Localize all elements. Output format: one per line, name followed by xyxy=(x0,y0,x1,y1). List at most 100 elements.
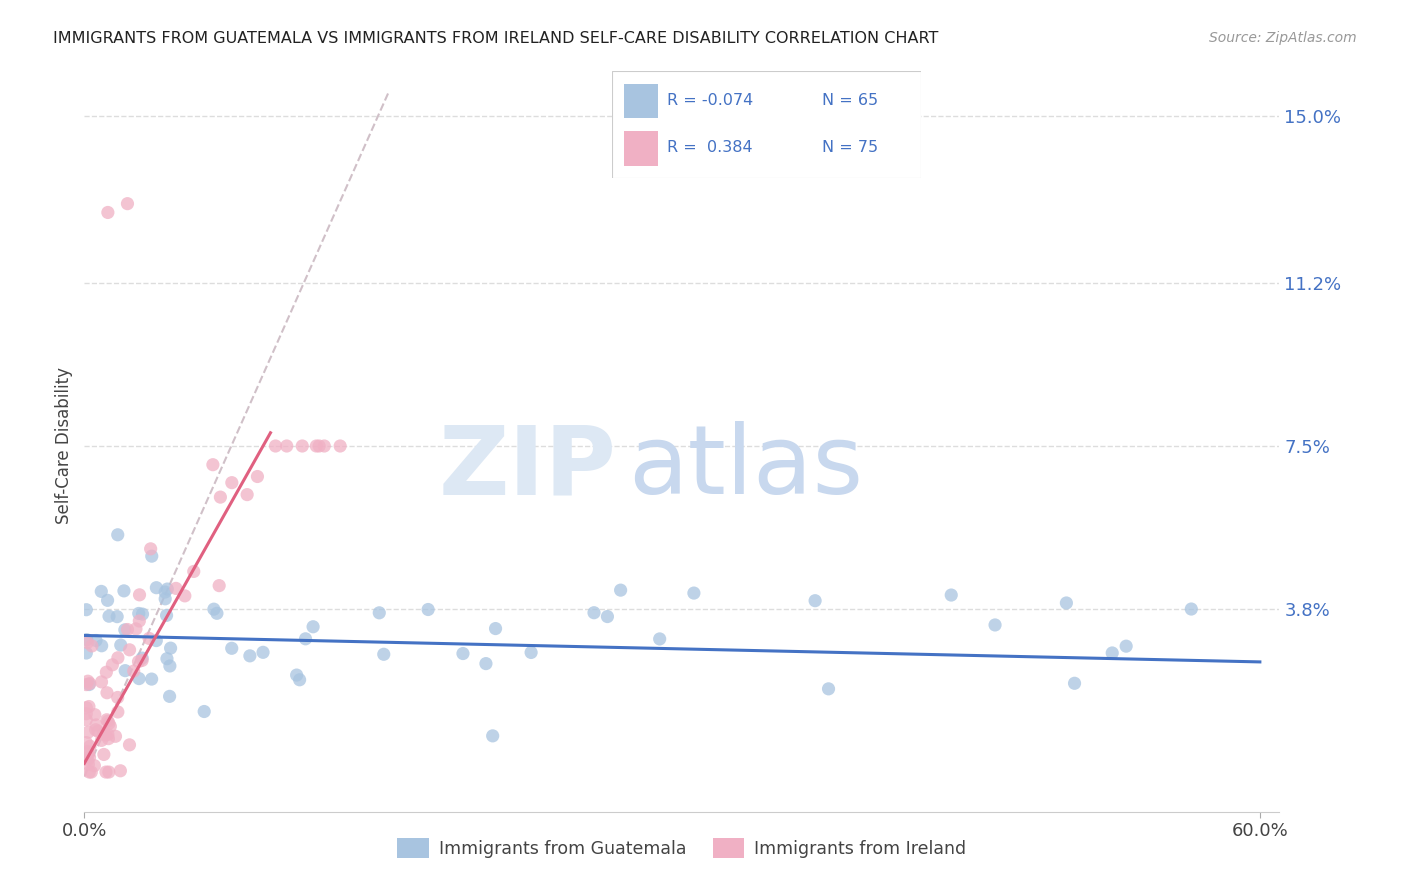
Point xyxy=(128,672,150,686)
Point xyxy=(288,673,311,687)
Point xyxy=(79,750,101,764)
Point xyxy=(131,651,153,665)
Point xyxy=(1180,602,1202,616)
Point xyxy=(246,469,269,483)
Point xyxy=(984,618,1007,632)
Point xyxy=(221,475,243,490)
Point xyxy=(94,765,117,780)
Point xyxy=(97,205,120,219)
Point xyxy=(1063,676,1085,690)
Point xyxy=(145,581,167,595)
Point xyxy=(276,439,298,453)
Point xyxy=(1101,646,1123,660)
Point xyxy=(77,725,100,739)
Point xyxy=(94,728,117,742)
Point xyxy=(127,655,149,669)
Point xyxy=(285,668,308,682)
Point xyxy=(75,706,97,721)
Point xyxy=(84,723,107,737)
Point xyxy=(131,607,153,621)
Point xyxy=(183,565,205,579)
Point xyxy=(90,674,112,689)
Point xyxy=(79,739,101,754)
Text: N = 75: N = 75 xyxy=(823,140,879,155)
Point xyxy=(98,609,121,624)
Text: Source: ZipAtlas.com: Source: ZipAtlas.com xyxy=(1209,31,1357,45)
Point xyxy=(112,583,135,598)
Point xyxy=(75,646,97,660)
Point xyxy=(941,588,963,602)
Point xyxy=(110,764,132,778)
Point xyxy=(77,677,100,691)
Point xyxy=(76,753,98,767)
Point xyxy=(193,705,215,719)
Point xyxy=(141,672,163,686)
Point xyxy=(93,726,115,740)
Point xyxy=(314,439,336,453)
Y-axis label: Self-Care Disability: Self-Care Disability xyxy=(55,368,73,524)
Point xyxy=(1115,639,1137,653)
Point xyxy=(1054,596,1077,610)
Point xyxy=(418,602,440,616)
Point xyxy=(98,719,121,733)
Point xyxy=(156,651,179,665)
Bar xyxy=(624,84,658,119)
Point xyxy=(97,593,120,607)
Point xyxy=(128,614,150,628)
Point xyxy=(105,609,128,624)
Point xyxy=(804,593,827,607)
Point xyxy=(107,650,129,665)
Point xyxy=(77,747,100,761)
Point xyxy=(97,727,120,741)
Point xyxy=(239,648,262,663)
Point xyxy=(139,541,162,556)
Text: N = 65: N = 65 xyxy=(823,94,879,108)
Point xyxy=(118,643,141,657)
Point xyxy=(484,622,506,636)
Point xyxy=(83,707,105,722)
Point xyxy=(77,757,100,772)
Point xyxy=(97,765,120,780)
Point xyxy=(101,657,124,672)
Point xyxy=(202,602,225,616)
Point xyxy=(221,641,243,656)
Point xyxy=(451,647,474,661)
Point xyxy=(107,690,129,705)
Point xyxy=(97,716,120,731)
Point xyxy=(159,641,181,656)
Point xyxy=(97,714,120,729)
Point xyxy=(481,729,503,743)
Point xyxy=(294,632,316,646)
Point xyxy=(208,579,231,593)
Point xyxy=(75,603,97,617)
Point xyxy=(128,607,150,621)
Point xyxy=(77,674,100,689)
Point xyxy=(128,588,150,602)
Point xyxy=(75,736,97,750)
Bar xyxy=(624,131,658,166)
Point xyxy=(75,677,97,691)
Point xyxy=(153,591,176,606)
Point xyxy=(90,639,112,653)
Point xyxy=(155,608,177,623)
Point xyxy=(77,765,100,780)
Point xyxy=(125,622,148,636)
Text: atlas: atlas xyxy=(628,421,863,515)
Point xyxy=(817,681,839,696)
Point xyxy=(79,676,101,690)
Point xyxy=(596,609,619,624)
Point xyxy=(97,731,120,746)
Point xyxy=(75,713,97,727)
Point xyxy=(90,584,112,599)
Point xyxy=(373,647,395,661)
Point xyxy=(305,439,328,453)
Point xyxy=(75,750,97,764)
Point xyxy=(648,632,671,646)
Point xyxy=(145,633,167,648)
Point xyxy=(291,439,314,453)
Point xyxy=(122,664,145,678)
Text: ZIP: ZIP xyxy=(439,421,616,515)
Point xyxy=(110,638,132,652)
Point xyxy=(252,645,274,659)
Point xyxy=(96,686,118,700)
